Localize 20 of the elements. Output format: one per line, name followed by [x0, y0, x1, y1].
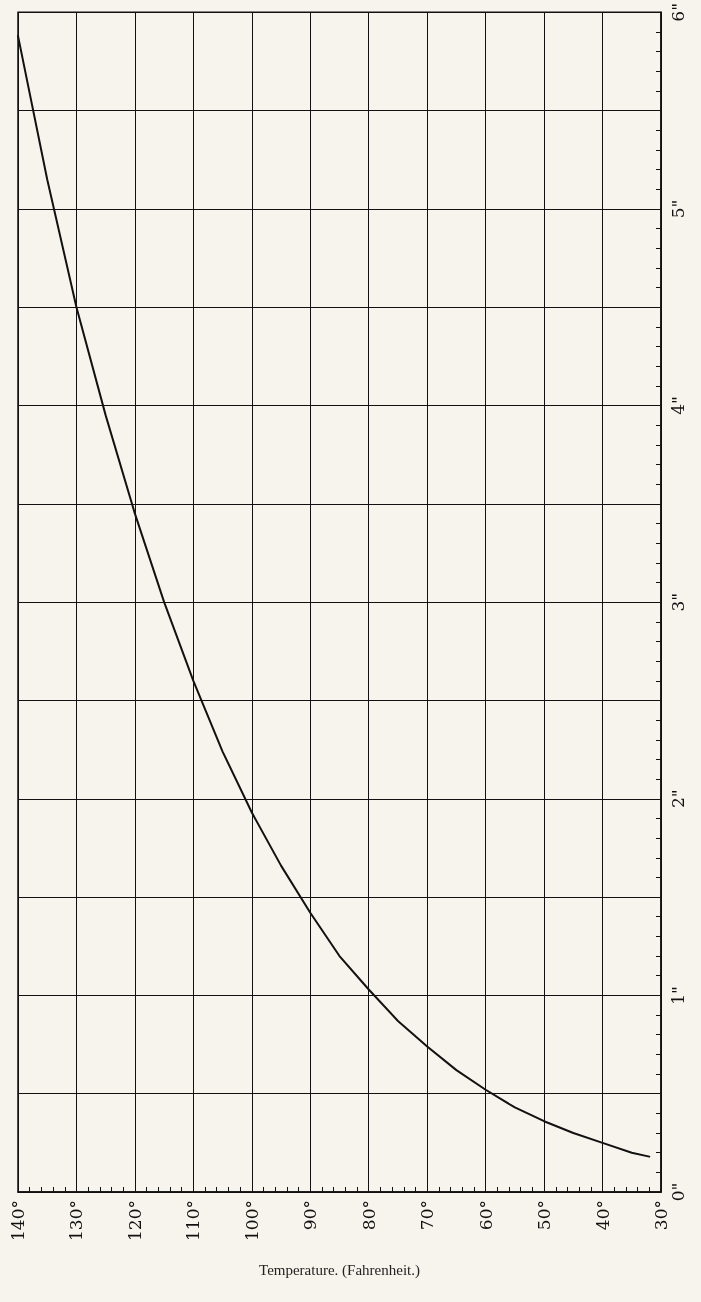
x-tick-label: 100°: [241, 1200, 262, 1241]
x-tick-label: 140°: [8, 1200, 28, 1241]
x-tick-label: 70°: [417, 1200, 438, 1231]
y-tick-label: 2": [667, 789, 688, 809]
y-tick-label: 0": [667, 1182, 688, 1202]
x-tick-label: 80°: [358, 1200, 379, 1231]
x-tick-label: 40°: [592, 1200, 613, 1231]
x-tick-label: 60°: [475, 1200, 496, 1231]
y-tick-label: 5": [667, 199, 688, 219]
x-tick-label: 110°: [183, 1200, 204, 1241]
y-tick-label: 4": [667, 396, 688, 415]
x-tick-label: 90°: [300, 1200, 321, 1231]
x-tick-label: 130°: [66, 1200, 87, 1241]
x-axis-title: Temperature. (Fahrenheit.): [259, 1261, 420, 1279]
y-tick-label: 1": [667, 986, 688, 1005]
x-tick-label: 50°: [534, 1200, 555, 1231]
y-tick-label: 6": [667, 3, 688, 22]
x-tick-label: 30°: [651, 1200, 671, 1231]
x-tick-label: 120°: [124, 1200, 145, 1241]
y-tick-label: 3": [667, 592, 688, 612]
